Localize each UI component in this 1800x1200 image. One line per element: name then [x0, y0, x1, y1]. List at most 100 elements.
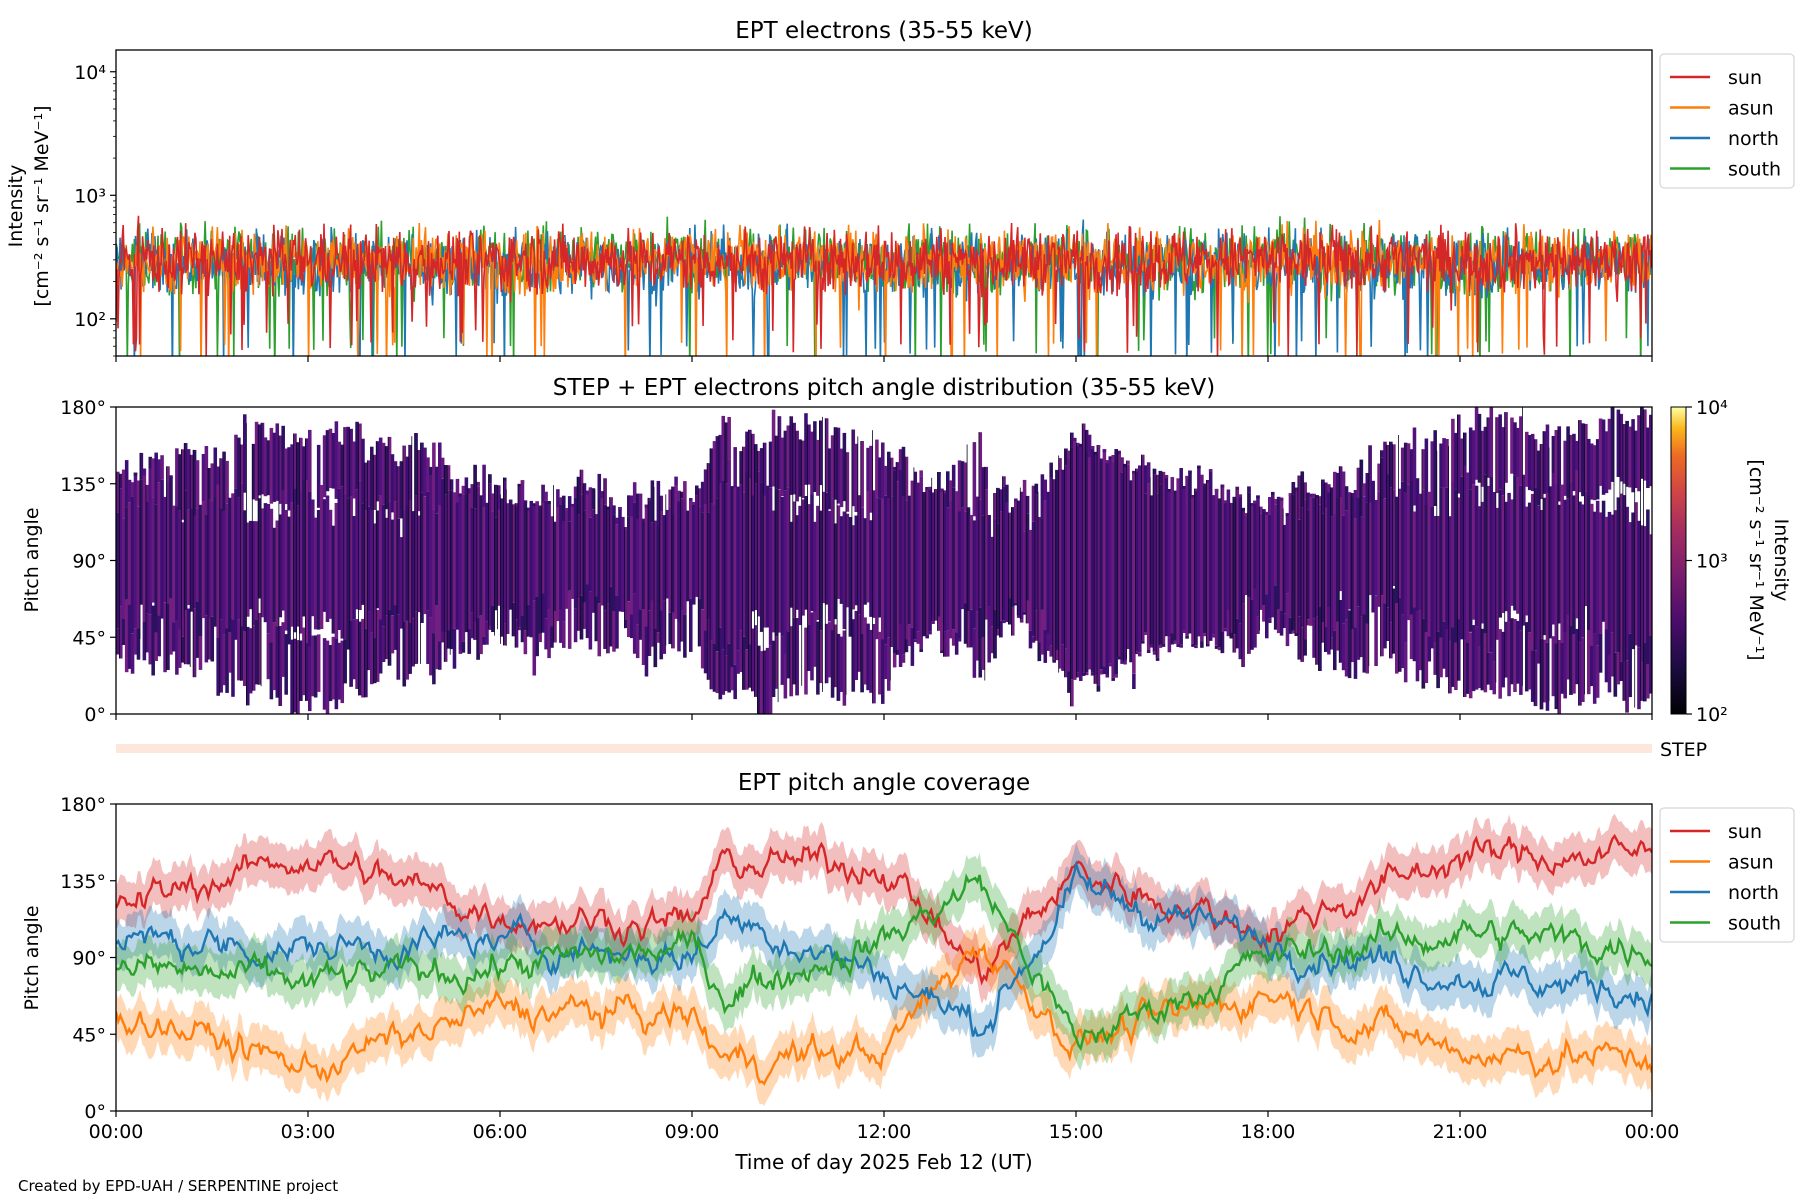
heat-cell: [951, 629, 956, 646]
heat-cell: [1025, 601, 1030, 624]
heat-cell: [384, 517, 389, 616]
heat-cell: [1238, 623, 1243, 660]
heat-cell: [582, 483, 584, 629]
heat-cell: [1102, 666, 1107, 675]
heat-cell: [1135, 468, 1136, 654]
heat-cell: [1412, 607, 1417, 662]
heat-cell: [751, 433, 755, 496]
heat-cell: [1019, 487, 1021, 620]
heat-cell: [641, 609, 646, 665]
heat-cell: [1052, 479, 1054, 661]
series-sun: [116, 833, 1652, 986]
heat-cell: [201, 454, 206, 502]
heat-cell: [1179, 644, 1183, 648]
heat-cell: [1445, 488, 1449, 629]
heat-cell: [488, 474, 492, 484]
heat-cell: [1076, 442, 1080, 673]
heat-cell: [121, 469, 126, 519]
heat-cell: [1495, 417, 1499, 494]
heat-cell: [1371, 480, 1375, 613]
series-south: [116, 873, 1652, 1052]
heat-cell: [559, 497, 563, 505]
heat-cell: [1028, 630, 1033, 649]
heat-cell: [334, 638, 339, 710]
heat-cell: [157, 482, 161, 616]
heat-cell: [641, 518, 646, 522]
heat-cell: [892, 653, 897, 668]
heat-cell: [1412, 427, 1417, 506]
heat-cell: [1111, 461, 1115, 678]
heat-cell: [370, 446, 374, 510]
heat-cell: [246, 626, 250, 706]
heat-cell: [591, 509, 596, 613]
heat-cell: [562, 521, 566, 622]
heat-cell: [1247, 596, 1251, 654]
heat-cell: [538, 505, 542, 509]
heat-cell: [1206, 480, 1210, 483]
heat-cell: [1288, 617, 1293, 634]
heat-cell: [133, 472, 138, 476]
heat-cell: [1194, 488, 1195, 645]
heat-cell: [473, 621, 477, 640]
x-tick-label: 21:00: [1433, 1121, 1488, 1143]
heat-cell: [1141, 454, 1142, 641]
heat-cell: [718, 483, 723, 628]
heat-cell: [677, 490, 681, 502]
heat-cell: [1628, 426, 1632, 488]
heat-cell: [1220, 484, 1222, 654]
heat-cell: [1433, 642, 1437, 675]
heat-cell: [827, 510, 832, 622]
heat-cell: [804, 627, 808, 695]
heat-cell: [686, 510, 690, 602]
heat-cell: [1566, 615, 1570, 680]
heat-cell: [1161, 643, 1166, 647]
heat-cell: [612, 514, 616, 611]
heat-cell: [1244, 513, 1248, 596]
heat-cell: [839, 516, 844, 604]
heat-cell: [1315, 495, 1319, 499]
heat-cell: [804, 413, 808, 485]
heat-cell: [954, 632, 959, 655]
heat-cell: [1619, 493, 1624, 662]
heat-cell: [544, 500, 548, 619]
heat-cell: [1049, 462, 1053, 478]
heat-cell: [1542, 497, 1547, 636]
heat-cell: [736, 486, 740, 651]
heat-cell: [1002, 476, 1006, 487]
heat-cell: [192, 515, 197, 609]
heat-cell: [378, 495, 383, 620]
heat-cell: [780, 636, 785, 685]
heat-cell: [1341, 515, 1346, 624]
heat-cell: [523, 500, 528, 504]
heat-cell: [408, 500, 412, 623]
heat-cell: [922, 492, 926, 637]
panel1-ylabel-units: [cm⁻² s⁻¹ sr⁻¹ MeV⁻¹]: [31, 105, 53, 306]
heat-cell: [237, 437, 241, 498]
heat-cell: [1628, 633, 1632, 698]
heat-cell: [739, 451, 743, 485]
heat-cell: [901, 496, 906, 655]
legend-label-sun: sun: [1728, 67, 1762, 89]
heat-cell: [1034, 610, 1039, 641]
heat-cell: [142, 468, 147, 476]
heat-cell: [169, 598, 173, 655]
heat-cell: [251, 625, 256, 691]
heat-cell: [322, 499, 327, 612]
heat-cell: [1439, 443, 1443, 488]
heat-cell: [1507, 492, 1511, 623]
heat-cell: [1344, 510, 1349, 620]
heat-cell: [1587, 438, 1591, 496]
heat-cell: [757, 451, 758, 714]
heat-cell: [396, 614, 401, 680]
heat-cell: [1530, 433, 1535, 492]
heat-cell: [1232, 634, 1237, 653]
heat-cell: [535, 501, 539, 597]
heat-cell: [1421, 489, 1426, 619]
heat-cell: [644, 504, 649, 627]
heat-cell: [1395, 603, 1399, 674]
heat-cell: [1149, 477, 1151, 646]
heat-cell: [319, 485, 324, 629]
heat-cell: [1578, 501, 1582, 643]
heat-cell: [680, 498, 684, 611]
heat-cell: [284, 634, 288, 695]
